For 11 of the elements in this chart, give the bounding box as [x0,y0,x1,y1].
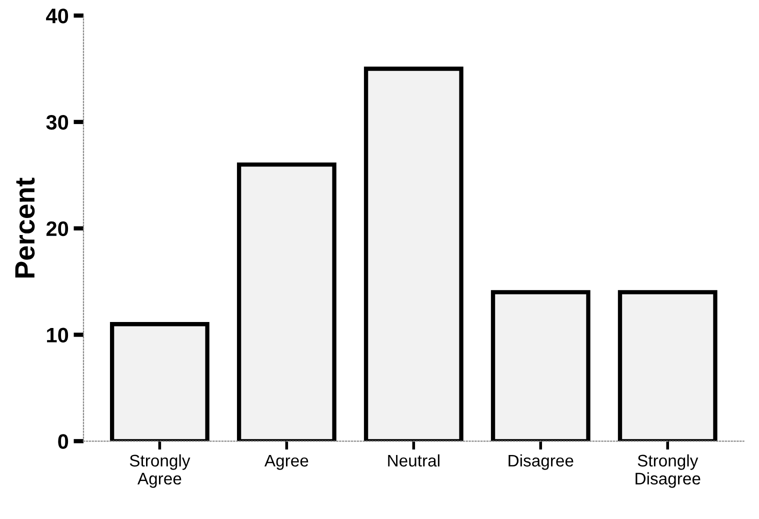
y-tick-label: 40 [46,8,68,24]
x-tick-label: Disagree [508,454,574,470]
y-tick-label: 10 [47,328,68,343]
y-tick-label: 30 [46,114,68,130]
x-tick-label: Strongly Disagree [636,454,700,488]
y-tick-label: 20 [46,221,68,236]
x-tick-label: Neutral [388,454,440,467]
y-axis-title: Percent [15,178,35,278]
y-tick-label: 0 [58,434,68,449]
x-tick-label: Agree [264,454,308,470]
x-tick-label: Strongly Agree [130,454,190,488]
